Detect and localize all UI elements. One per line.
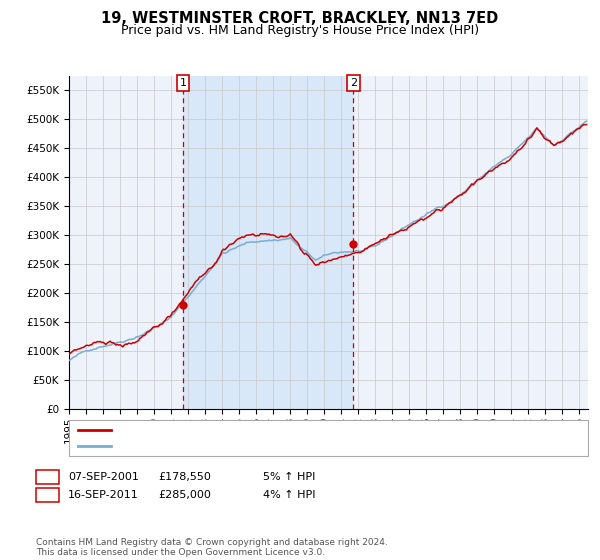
- Text: 19, WESTMINSTER CROFT, BRACKLEY, NN13 7ED: 19, WESTMINSTER CROFT, BRACKLEY, NN13 7E…: [101, 11, 499, 26]
- Text: Price paid vs. HM Land Registry's House Price Index (HPI): Price paid vs. HM Land Registry's House …: [121, 24, 479, 36]
- Text: 2: 2: [44, 490, 51, 500]
- Text: 4% ↑ HPI: 4% ↑ HPI: [263, 490, 316, 500]
- Bar: [183, 76, 353, 409]
- Text: 16-SEP-2011: 16-SEP-2011: [68, 490, 139, 500]
- Text: 5% ↑ HPI: 5% ↑ HPI: [263, 472, 315, 482]
- Text: 19, WESTMINSTER CROFT, BRACKLEY, NN13 7ED (detached house): 19, WESTMINSTER CROFT, BRACKLEY, NN13 7E…: [117, 425, 483, 435]
- Text: £285,000: £285,000: [158, 490, 211, 500]
- Text: HPI: Average price, detached house, West Northamptonshire: HPI: Average price, detached house, West…: [117, 441, 449, 451]
- Text: 1: 1: [179, 78, 187, 88]
- Text: 1: 1: [44, 472, 51, 482]
- Text: £178,550: £178,550: [158, 472, 211, 482]
- Text: 07-SEP-2001: 07-SEP-2001: [68, 472, 139, 482]
- Text: 2: 2: [350, 78, 357, 88]
- Text: Contains HM Land Registry data © Crown copyright and database right 2024.
This d: Contains HM Land Registry data © Crown c…: [36, 538, 388, 557]
